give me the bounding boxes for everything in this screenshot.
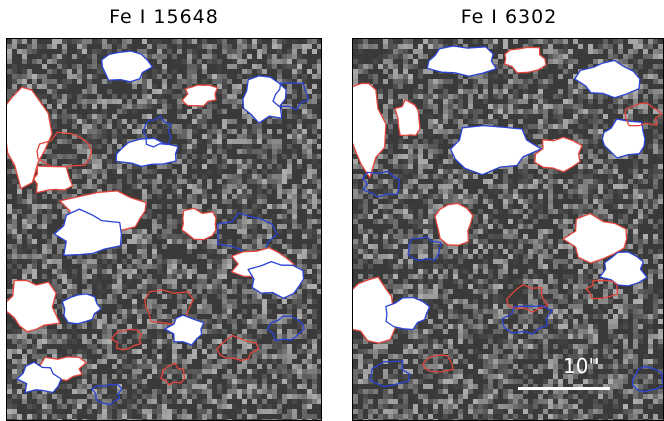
magnetogram-image-left (7, 39, 321, 420)
panel-title-fe-15648: Fe I 15648 (109, 6, 219, 28)
magnetogram-image-right (353, 39, 663, 420)
panel-title-fe-6302: Fe I 6302 (460, 6, 558, 28)
magnetogram-panel-fe-15648 (6, 38, 322, 421)
magnetogram-panel-fe-6302 (352, 38, 664, 421)
scale-bar (518, 387, 610, 390)
scale-bar-label: 10'' (563, 354, 600, 378)
